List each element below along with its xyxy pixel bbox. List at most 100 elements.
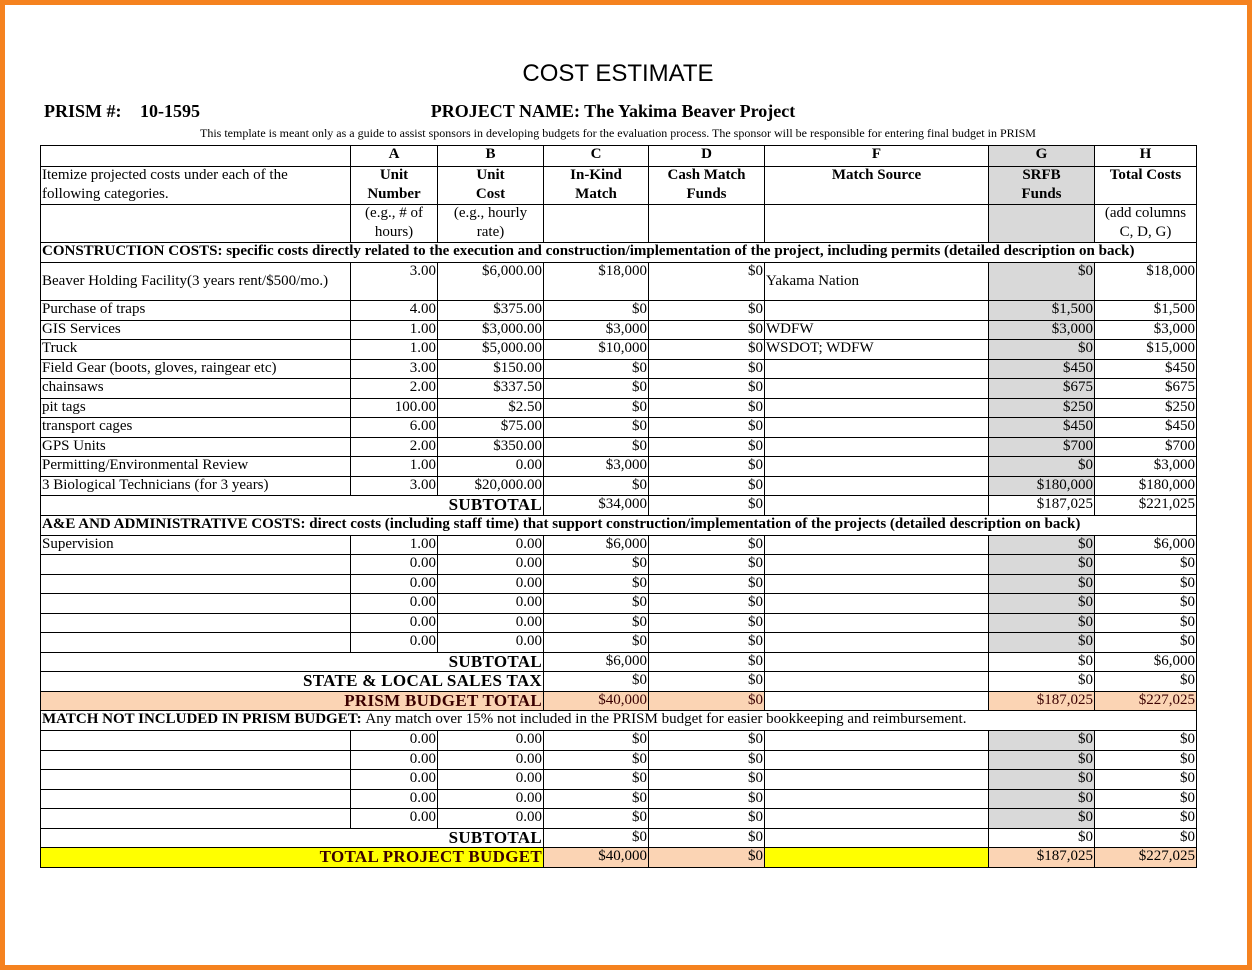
- column-letter: D: [648, 145, 765, 167]
- summary-value: $227,025: [1094, 847, 1197, 868]
- summary-value: $0: [988, 671, 1095, 692]
- column-header: [648, 204, 765, 224]
- item-value: $0: [1094, 554, 1197, 575]
- line-item-row: GIS Services 1.00 $3,000.00 $3,000 $0 WDFW $3,…: [40, 319, 1197, 340]
- line-item-row: Beaver Holding Facility(3 years rent/$50…: [40, 262, 1197, 301]
- item-value: $375.00: [437, 300, 544, 321]
- item-value: [764, 436, 989, 457]
- line-item-row: chainsaws 2.00 $337.50 $0 $0 $675 $675: [40, 378, 1197, 399]
- summary-value: $6,000: [1094, 651, 1197, 672]
- item-value: $337.50: [437, 378, 544, 399]
- item-value: $0: [1094, 593, 1197, 614]
- column-header: [764, 185, 989, 205]
- line-item-row: transport cages 6.00 $75.00 $0 $0 $450 $450: [40, 417, 1197, 438]
- summary-value: $40,000: [543, 847, 649, 868]
- item-value: [764, 573, 989, 594]
- line-item-row: GPS Units 2.00 $350.00 $0 $0 $700 $700: [40, 436, 1197, 457]
- item-label: GPS Units: [40, 436, 351, 457]
- summary-value: $0: [543, 827, 649, 848]
- item-value: 0.00: [437, 788, 544, 809]
- item-value: $20,000.00: [437, 475, 544, 496]
- item-value: [764, 593, 989, 614]
- item-value: 3.00: [350, 262, 438, 301]
- section-title: MATCH NOT INCLUDED IN PRISM BUDGET:: [42, 711, 362, 728]
- line-item-row: 0.00 0.00 $0 $0 $0 $0: [40, 788, 1197, 809]
- column-header: C, D, G): [1094, 223, 1197, 243]
- item-value: 6.00: [350, 417, 438, 438]
- summary-row: SUBTOTAL $6,000 $0 $0 $6,000: [40, 651, 1197, 672]
- summary-value: $187,025: [988, 847, 1095, 868]
- item-value: [764, 612, 989, 633]
- line-item-row: pit tags 100.00 $2.50 $0 $0 $250 $250: [40, 397, 1197, 418]
- line-item-row: Supervision 1.00 0.00 $6,000 $0 $0 $6,000: [40, 534, 1197, 555]
- item-value: $0: [648, 300, 765, 321]
- item-value: $0: [988, 788, 1095, 809]
- item-value: $0: [543, 808, 649, 829]
- column-header: Itemize projected costs under each of th…: [40, 166, 351, 186]
- item-value: [764, 554, 989, 575]
- item-value: 0.00: [350, 612, 438, 633]
- line-item-row: Permitting/Environmental Review 1.00 0.00 $…: [40, 456, 1197, 477]
- column-header: Number: [350, 185, 438, 205]
- item-value: $0: [988, 769, 1095, 790]
- column-header: [543, 204, 649, 224]
- section-heading: CONSTRUCTION COSTS: specific costs direc…: [40, 242, 1197, 263]
- section-heading: A&E AND ADMINISTRATIVE COSTS: direct cos…: [40, 514, 1197, 536]
- item-value: $0: [988, 612, 1095, 633]
- column-header: Match Source: [764, 166, 989, 186]
- item-value: $5,000.00: [437, 339, 544, 360]
- item-value: $0: [543, 573, 649, 594]
- summary-value: [764, 651, 989, 672]
- item-value: $0: [648, 769, 765, 790]
- item-value: $18,000: [1094, 262, 1197, 301]
- summary-value: $187,025: [988, 495, 1095, 516]
- item-value: $0: [988, 339, 1095, 360]
- item-value: 0.00: [437, 730, 544, 751]
- item-value: $0: [648, 339, 765, 360]
- summary-value: $0: [648, 671, 765, 692]
- column-header: (e.g., hourly: [437, 204, 544, 224]
- item-value: 0.00: [350, 730, 438, 751]
- summary-value: $0: [648, 651, 765, 672]
- item-label: Field Gear (boots, gloves, raingear etc): [40, 358, 351, 379]
- item-value: $0: [543, 593, 649, 614]
- item-value: [764, 358, 989, 379]
- item-value: $0: [648, 808, 765, 829]
- line-item-row: 0.00 0.00 $0 $0 $0 $0: [40, 593, 1197, 614]
- item-value: $3,000: [988, 319, 1095, 340]
- item-value: $6,000: [543, 534, 649, 555]
- summary-value: $0: [988, 827, 1095, 848]
- column-header: [40, 223, 351, 243]
- column-header: Funds: [648, 185, 765, 205]
- header-row: (e.g., # of (e.g., hourly (add columns: [40, 204, 1197, 224]
- column-letter: G: [988, 145, 1095, 167]
- line-item-row: 0.00 0.00 $0 $0 $0 $0: [40, 612, 1197, 633]
- item-label: [40, 788, 351, 809]
- item-value: 0.00: [437, 573, 544, 594]
- section-heading-row: CONSTRUCTION COSTS: specific costs direc…: [40, 242, 1197, 263]
- item-value: $0: [543, 475, 649, 496]
- item-value: $180,000: [1094, 475, 1197, 496]
- column-letter: F: [764, 145, 989, 167]
- item-label: [40, 808, 351, 829]
- item-value: $180,000: [988, 475, 1095, 496]
- item-value: 0.00: [350, 593, 438, 614]
- item-value: 3.00: [350, 358, 438, 379]
- item-label: Supervision: [40, 534, 351, 555]
- item-value: $0: [543, 788, 649, 809]
- item-label: Beaver Holding Facility(3 years rent/$50…: [40, 262, 351, 301]
- summary-value: $0: [1094, 671, 1197, 692]
- line-item-row: 0.00 0.00 $0 $0 $0 $0: [40, 573, 1197, 594]
- item-value: 0.00: [437, 612, 544, 633]
- column-header: [648, 223, 765, 243]
- item-value: 4.00: [350, 300, 438, 321]
- summary-value: $40,000: [543, 690, 649, 711]
- item-value: $0: [648, 417, 765, 438]
- item-value: 0.00: [350, 749, 438, 770]
- item-value: $0: [648, 534, 765, 555]
- column-header: (add columns: [1094, 204, 1197, 224]
- item-value: $675: [1094, 378, 1197, 399]
- summary-row: STATE & LOCAL SALES TAX $0 $0 $0 $0: [40, 671, 1197, 692]
- item-label: [40, 769, 351, 790]
- item-value: $0: [648, 593, 765, 614]
